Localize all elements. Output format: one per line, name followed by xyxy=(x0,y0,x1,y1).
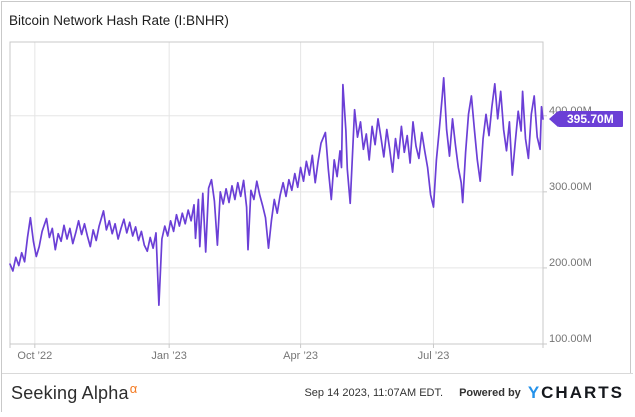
ycharts-y-icon: Y xyxy=(527,383,542,402)
powered-by-label: Powered by xyxy=(459,387,521,399)
last-value-badge: 395.70M xyxy=(549,111,623,128)
seekingalpha-logo[interactable]: Seeking Alphaα xyxy=(11,380,138,404)
x-axis-label: Jul ’23 xyxy=(417,350,450,362)
footer-meta: Sep 14 2023, 11:07AM EDT. Powered by YCH… xyxy=(304,383,624,403)
last-value-text: 395.70M xyxy=(567,112,614,127)
x-axis-label: Apr ’23 xyxy=(283,350,319,362)
plot-area[interactable] xyxy=(0,0,635,372)
alpha-icon: α xyxy=(129,380,138,396)
ycharts-logo[interactable]: YCHARTS xyxy=(527,383,624,402)
x-axis-label: Oct ’22 xyxy=(17,350,53,362)
y-axis-label: 200.00M xyxy=(549,256,592,269)
chart-title: Bitcoin Network Hash Rate (I:BNHR) xyxy=(9,13,229,28)
seekingalpha-wordmark: Seeking Alpha xyxy=(11,382,129,403)
footer: Seeking Alphaα Sep 14 2023, 11:07AM EDT.… xyxy=(2,373,633,412)
timestamp: Sep 14 2023, 11:07AM EDT. xyxy=(304,387,444,399)
y-axis-label: 300.00M xyxy=(549,180,592,193)
x-axis-label: Jan ’23 xyxy=(151,350,187,362)
y-axis-label: 100.00M xyxy=(549,333,592,345)
